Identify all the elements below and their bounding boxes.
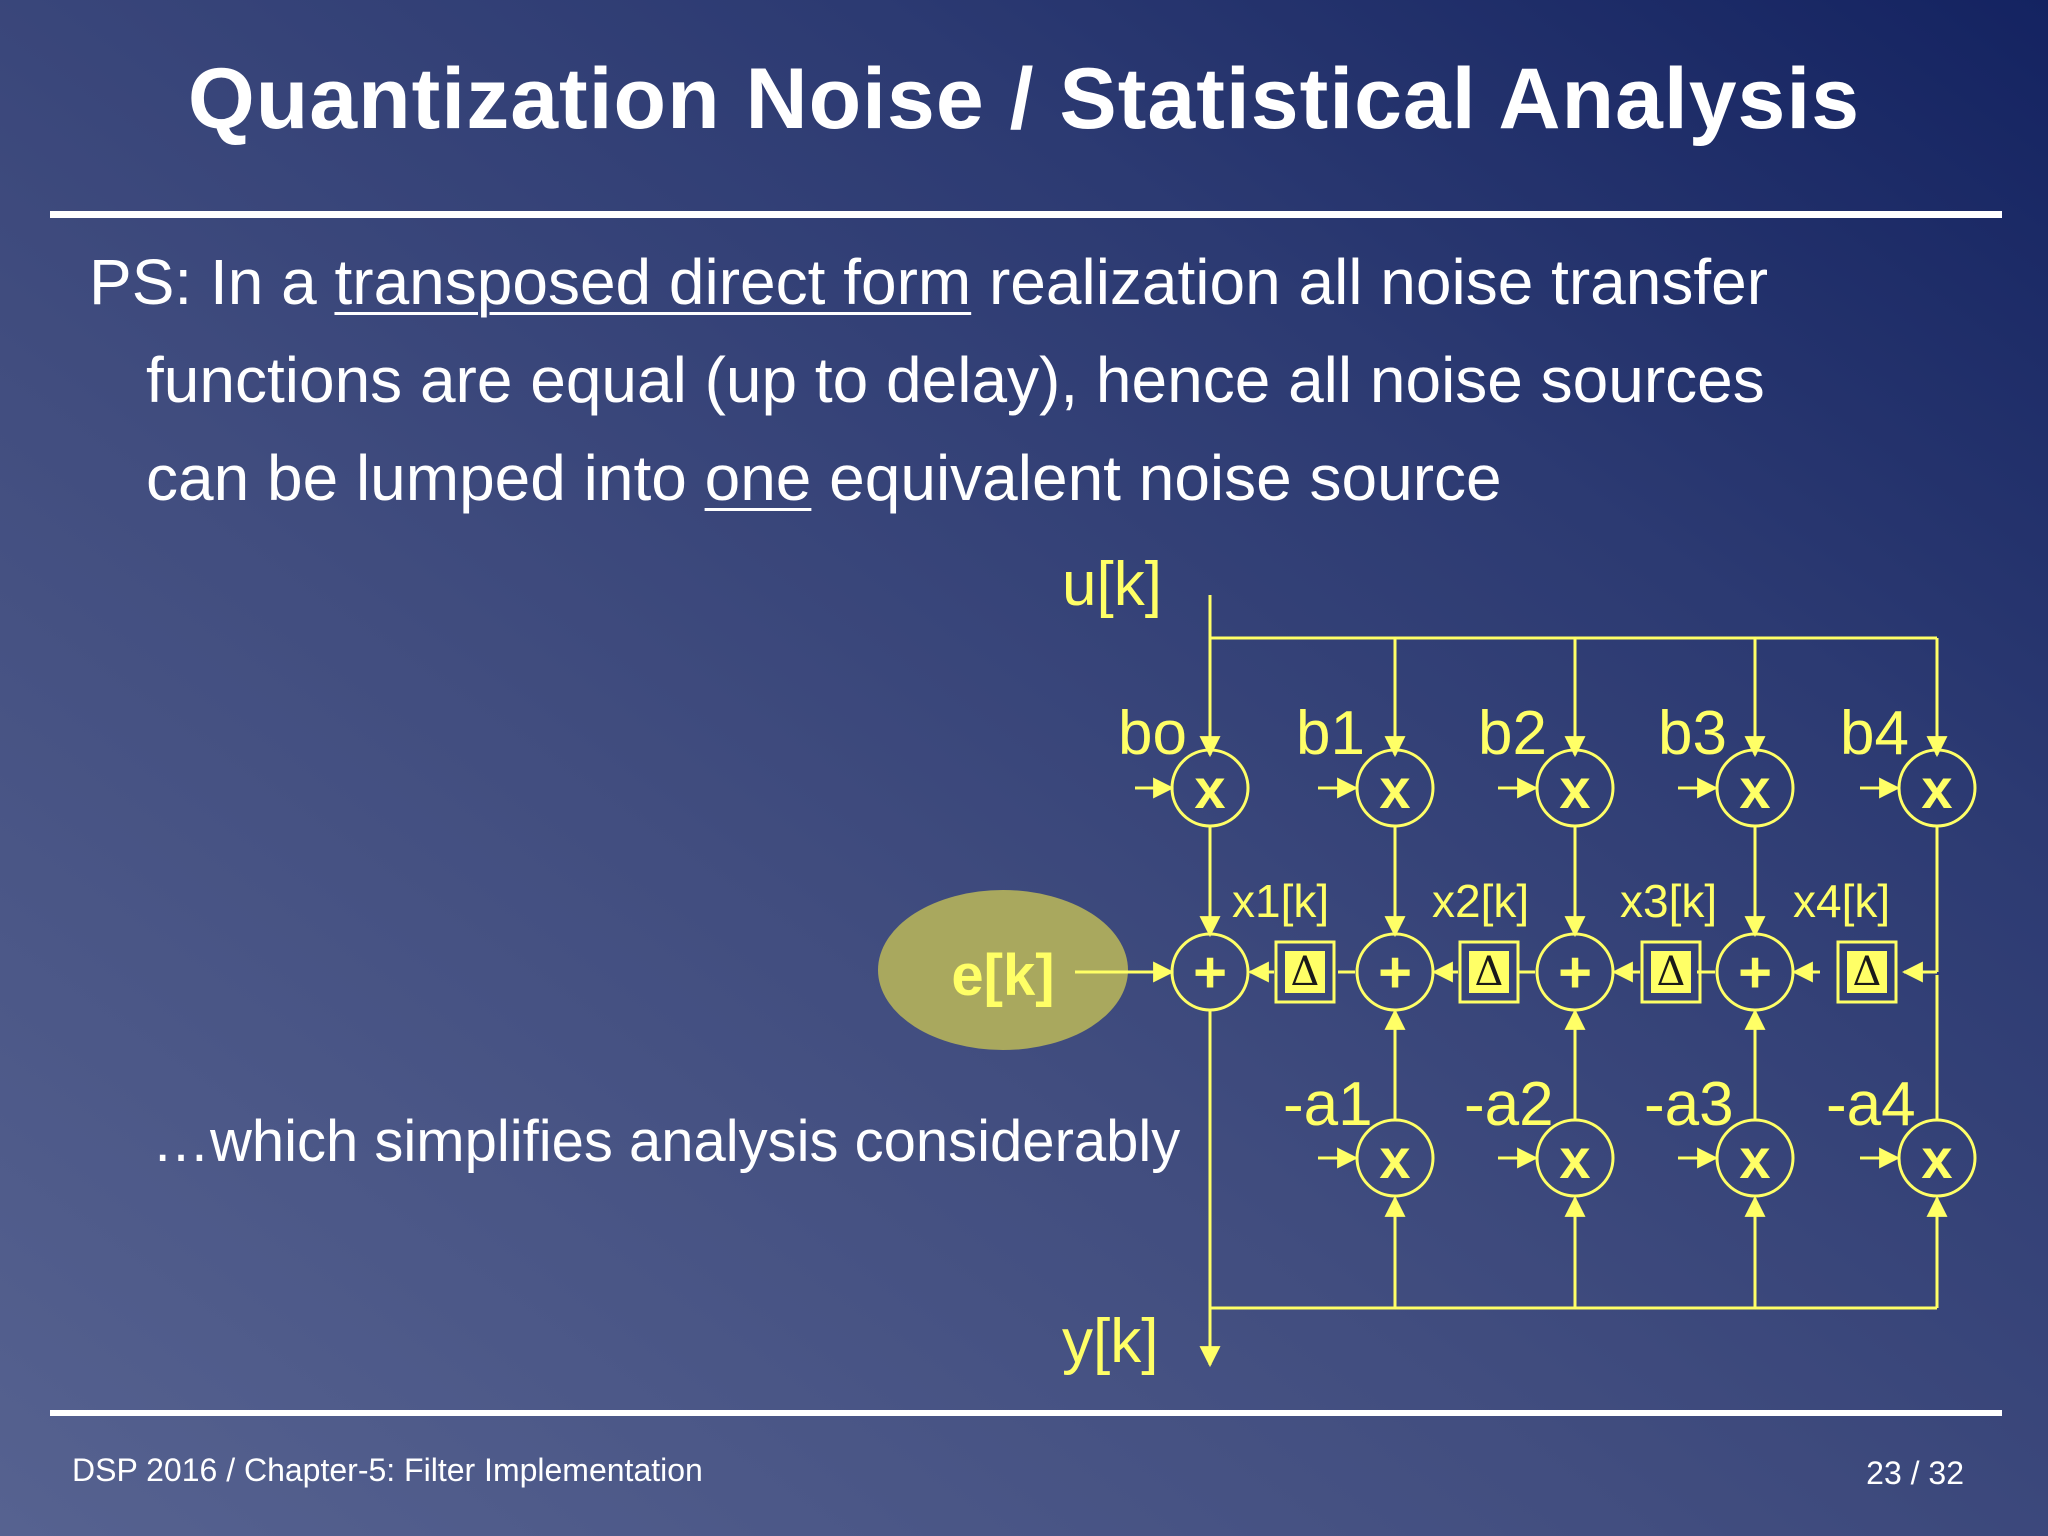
adder-4: +: [1715, 932, 1795, 1012]
body-line-1: PS: In a transposed direct form realizat…: [89, 250, 1768, 314]
noise-label: e[k]: [951, 943, 1054, 1008]
body-line-2: functions are equal (up to delay), hence…: [146, 344, 1765, 416]
footer-page-number: 23 / 32: [1866, 1455, 1964, 1491]
adder-2: +: [1355, 932, 1435, 1012]
multiply-symbol: x: [1739, 757, 1770, 820]
body-line-3-pre: can be lumped into: [146, 442, 705, 514]
delay-2: Δ: [1458, 940, 1520, 1004]
delay-3: Δ: [1640, 940, 1702, 1004]
adder-3: +: [1535, 932, 1615, 1012]
multiplier-b1: x: [1355, 748, 1435, 828]
multiply-symbol: x: [1559, 757, 1590, 820]
coef-a1: -a1: [1283, 1070, 1373, 1139]
add-symbol: +: [1738, 940, 1772, 1005]
b-multipliers: x x x x x: [1170, 748, 1977, 828]
noise-source-ellipse: [878, 890, 1128, 1050]
body-line-1-post: realization all noise transfer: [971, 246, 1769, 318]
state-label-x1: x1[k]: [1232, 875, 1329, 927]
delay-4: Δ: [1836, 940, 1898, 1004]
state-label-x4: x4[k]: [1793, 875, 1890, 927]
adders: + + + +: [1170, 932, 1795, 1012]
coef-b3: b3: [1658, 699, 1727, 768]
signal-wires: [1075, 595, 1948, 1368]
multiply-symbol: x: [1559, 1127, 1590, 1190]
body-line-3-post: equivalent noise source: [811, 442, 1502, 514]
coef-a3: -a3: [1644, 1070, 1734, 1139]
multiplier-b0: x: [1170, 748, 1250, 828]
multiplier-a4: x: [1897, 1118, 1977, 1198]
adder-1: +: [1170, 932, 1250, 1012]
input-label: u[k]: [1062, 550, 1162, 619]
coef-b4: b4: [1840, 699, 1909, 768]
body-line-3: can be lumped into one equivalent noise …: [146, 446, 1502, 510]
footer-course: DSP 2016 / Chapter-5: Filter Implementat…: [72, 1452, 703, 1488]
multiply-symbol: x: [1921, 1127, 1952, 1190]
title-divider: [50, 211, 2002, 218]
coef-b2: b2: [1478, 699, 1547, 768]
coef-a2: -a2: [1464, 1070, 1554, 1139]
delay-symbol: Δ: [1657, 949, 1686, 995]
add-symbol: +: [1558, 940, 1592, 1005]
multiply-symbol: x: [1379, 757, 1410, 820]
body-line-1-pre: PS: In a: [89, 246, 335, 318]
emphasis-one: one: [704, 442, 812, 514]
slide-title: Quantization Noise / Statistical Analysi…: [187, 51, 1861, 147]
delay-symbol: Δ: [1475, 949, 1504, 995]
state-label-x3: x3[k]: [1620, 875, 1717, 927]
coef-b0: bo: [1118, 699, 1187, 768]
coef-b1: b1: [1296, 699, 1365, 768]
footer-divider: [50, 1410, 2002, 1416]
multiplier-b4: x: [1897, 748, 1977, 828]
delay-elements: Δ Δ Δ Δ: [1274, 940, 1898, 1004]
output-label: y[k]: [1062, 1307, 1158, 1376]
delay-symbol: Δ: [1853, 949, 1882, 995]
a-multipliers: x x x x: [1355, 1118, 1977, 1198]
multiplier-a1: x: [1355, 1118, 1435, 1198]
delay-symbol: Δ: [1291, 949, 1320, 995]
multiplier-b2: x: [1535, 748, 1615, 828]
multiplier-a2: x: [1535, 1118, 1615, 1198]
remark-text: …which simplifies analysis considerably: [152, 1109, 1181, 1174]
state-label-x2: x2[k]: [1432, 875, 1529, 927]
multiply-symbol: x: [1194, 757, 1225, 820]
coef-a4: -a4: [1826, 1070, 1916, 1139]
transposed-direct-form-link: transposed direct form: [334, 246, 972, 318]
multiply-symbol: x: [1379, 1127, 1410, 1190]
multiplier-a3: x: [1715, 1118, 1795, 1198]
multiplier-b3: x: [1715, 748, 1795, 828]
add-symbol: +: [1193, 940, 1227, 1005]
multiply-symbol: x: [1739, 1127, 1770, 1190]
delay-1: Δ: [1274, 940, 1336, 1004]
add-symbol: +: [1378, 940, 1412, 1005]
multiply-symbol: x: [1921, 757, 1952, 820]
